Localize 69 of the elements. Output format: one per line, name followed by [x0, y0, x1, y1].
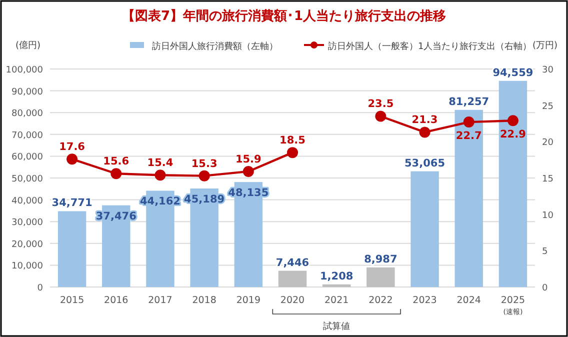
y2-tick-label: 5	[542, 247, 548, 258]
x-tick-label: 2023	[412, 295, 437, 306]
y2-tick-label: 0	[542, 284, 548, 294]
text: 試算値	[323, 321, 350, 332]
point	[66, 154, 78, 165]
data-label: 17.6	[59, 141, 86, 154]
point	[419, 126, 430, 138]
y-tick-label: 30,000	[12, 218, 44, 228]
x-tick-label: 2025	[500, 295, 526, 306]
data-label: 94,559	[492, 66, 534, 79]
data-label: 15.4	[147, 157, 174, 170]
y-axis-title: (億円)	[15, 40, 41, 51]
data-label: 21.3	[412, 114, 438, 126]
bar	[498, 80, 528, 287]
x-tick-label: 2018	[192, 295, 216, 306]
y2-tick-label: 25	[542, 102, 554, 112]
data-label: 81,257	[448, 96, 490, 108]
y2-tick-label: 30	[542, 66, 554, 76]
y-tick-label: 50,000	[12, 174, 44, 184]
data-label: 8,987	[364, 253, 398, 266]
bar	[278, 270, 307, 287]
point	[463, 116, 474, 128]
y-tick-label: 80,000	[12, 109, 44, 120]
data-label: 7,446	[276, 256, 310, 269]
data-label: 22.7	[456, 130, 482, 142]
y-tick-label: 90,000	[12, 87, 44, 98]
bar	[410, 171, 439, 287]
point	[154, 170, 166, 181]
x-tick-label: 2020	[280, 295, 305, 306]
data-label: 34,771	[52, 197, 92, 210]
y-tick-label: 0	[37, 284, 44, 294]
x-tick-label: 2021	[324, 295, 349, 306]
bar	[454, 110, 483, 287]
point	[198, 170, 210, 182]
y2-tick-label: 20	[542, 138, 554, 148]
data-label: 1,208	[320, 270, 354, 282]
legend-label: 訪日外国人旅行消費額（左軸）	[152, 41, 278, 52]
x-tick-label: 2015	[60, 295, 84, 306]
x-tick-label: 2019	[236, 295, 261, 306]
legend-label: 訪日外国人（一般客）1人当たり旅行支出（右軸）	[328, 41, 532, 52]
data-label: 15.6	[103, 156, 130, 168]
bar	[322, 284, 351, 287]
x-tick-label: 2017	[148, 295, 172, 306]
y-tick-label: 10,000	[12, 262, 44, 272]
chart-title: 【図表7】年間の旅行消費額･1人当たり旅行支出の推移	[122, 8, 446, 24]
point	[375, 110, 386, 122]
data-label: 15.3	[191, 158, 218, 170]
y2-axis-title: (万円)	[532, 41, 558, 51]
point	[242, 166, 254, 177]
data-label: 22.9	[500, 128, 526, 141]
y-tick-label: 40,000	[12, 196, 44, 206]
x-tick-label: 2024	[456, 295, 481, 306]
y-tick-label: 70,000	[12, 130, 44, 141]
point	[507, 115, 518, 126]
bar	[58, 211, 86, 287]
y-tick-label: 100,000	[6, 66, 44, 76]
y-tick-label: 20,000	[12, 240, 44, 250]
data-label: 18.5	[280, 134, 306, 147]
point	[110, 168, 122, 180]
data-label: 23.5	[368, 98, 394, 110]
y-tick-label: 60,000	[12, 152, 44, 163]
y2-tick-label: 10	[542, 210, 554, 221]
x-tick-label: 2022	[368, 295, 393, 306]
y2-tick-label: 15	[542, 174, 554, 184]
x-tick-label: 2016	[104, 295, 128, 306]
data-label: 53,065	[404, 157, 446, 170]
point	[287, 147, 298, 158]
bar	[366, 267, 395, 287]
data-label: 15.9	[235, 153, 262, 166]
